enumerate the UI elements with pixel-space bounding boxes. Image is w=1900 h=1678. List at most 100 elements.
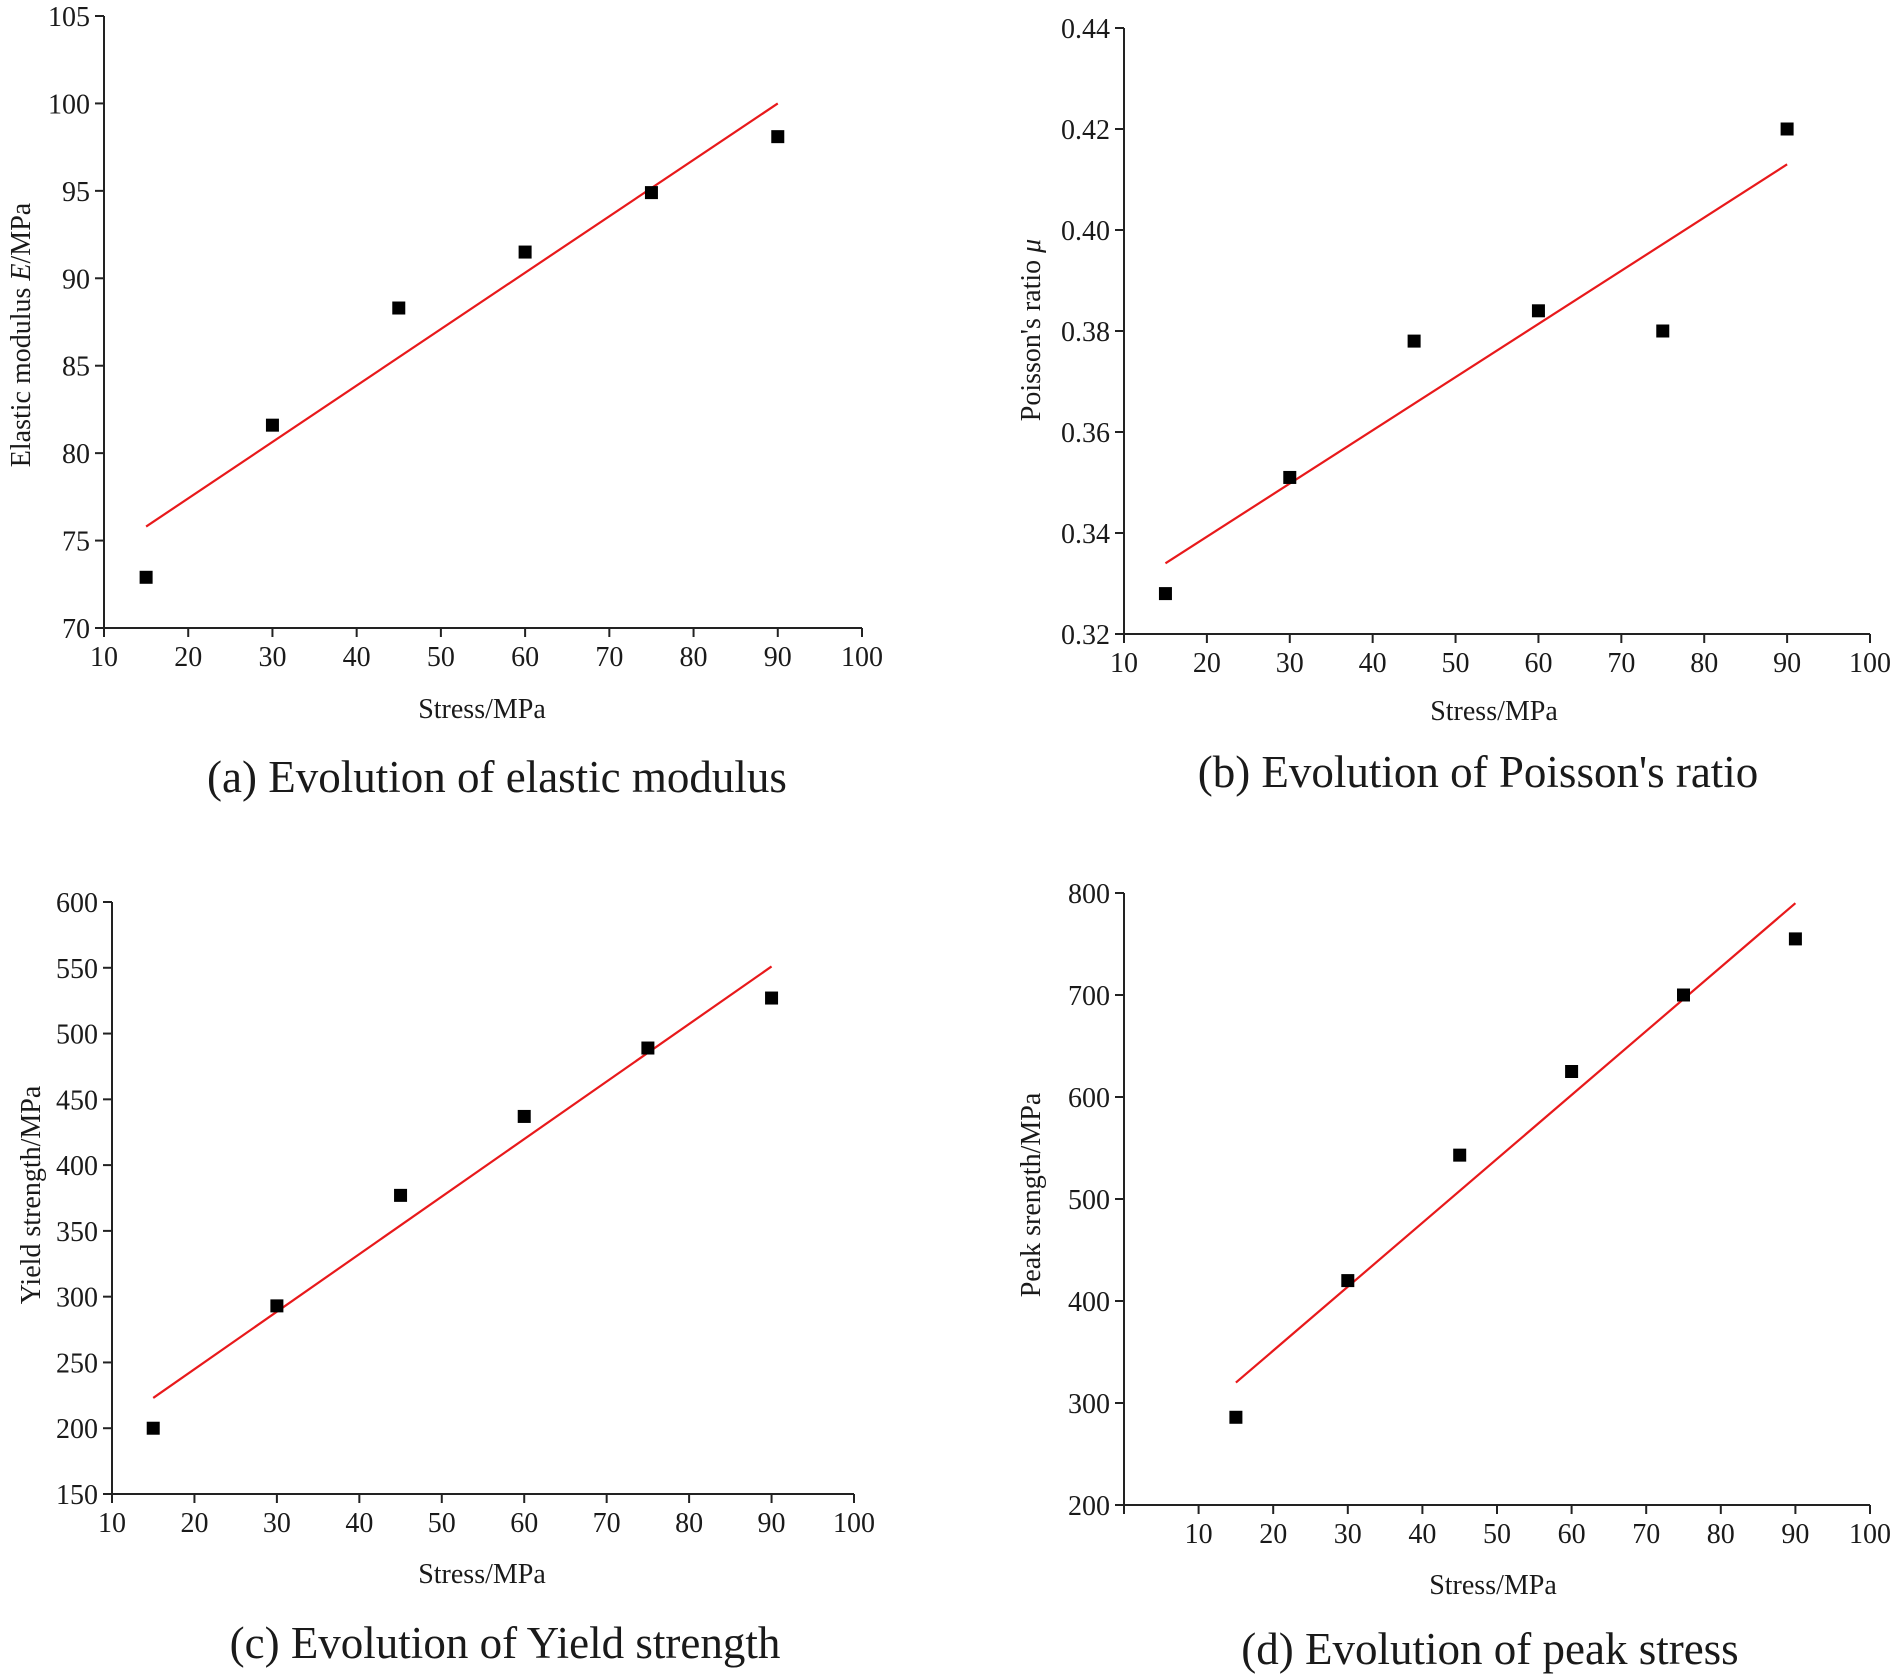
y-tick-label: 80: [62, 439, 90, 470]
x-tick-label: 50: [427, 642, 455, 673]
y-tick-label: 0.32: [1061, 620, 1110, 651]
x-tick-label: 20: [1193, 648, 1221, 679]
x-tick-label: 90: [758, 1508, 786, 1539]
data-point: [518, 245, 532, 259]
y-tick-label: 600: [1068, 1083, 1110, 1114]
x-tick-label: 20: [1259, 1519, 1287, 1550]
x-tick-label: 70: [593, 1508, 621, 1539]
panel-poissons-ratio: Stress/MPa Poisson's ratio μ (b) Evoluti…: [1016, 14, 1891, 797]
data-point: [139, 570, 153, 584]
data-point: [1565, 1065, 1579, 1078]
y-tick-label: 0.44: [1061, 14, 1110, 45]
y-axis-title: Poisson's ratio μ: [1016, 239, 1047, 421]
y-tick-label: 95: [62, 177, 90, 208]
x-tick-label: 40: [1408, 1519, 1436, 1550]
x-tick-label: 100: [833, 1508, 875, 1539]
x-tick-label: 60: [510, 1508, 538, 1539]
x-tick-label: 70: [1632, 1519, 1660, 1550]
panel-caption: (c) Evolution of Yield strength: [230, 1618, 781, 1668]
x-tick-label: 100: [1849, 648, 1891, 679]
data-point: [1788, 932, 1802, 946]
panel-caption: (a) Evolution of elastic modulus: [207, 752, 787, 802]
x-tick-label: 90: [1781, 1519, 1809, 1550]
y-tick-label: 0.40: [1061, 216, 1110, 247]
x-tick-label: 80: [680, 642, 708, 673]
y-tick-label: 70: [62, 614, 90, 645]
y-tick-label: 450: [56, 1085, 98, 1116]
y-tick-label: 100: [48, 89, 90, 120]
panel-caption: (d) Evolution of peak stress: [1241, 1624, 1738, 1674]
data-point: [1283, 470, 1297, 484]
panel-caption: (b) Evolution of Poisson's ratio: [1198, 747, 1759, 797]
y-tick-label: 300: [1068, 1389, 1110, 1420]
x-tick-label: 10: [90, 642, 118, 673]
y-tick-label: 0.38: [1061, 317, 1110, 348]
y-tick-label: 800: [1068, 879, 1110, 910]
fit-line: [1235, 902, 1797, 1384]
x-tick-label: 70: [595, 642, 623, 673]
x-tick-label: 60: [1524, 648, 1552, 679]
x-tick-label: 50: [428, 1508, 456, 1539]
y-tick-label: 0.36: [1061, 418, 1110, 449]
panel-peak-stress: Stress/MPa Peak srength/MPa (d) Evolutio…: [1016, 879, 1891, 1674]
x-tick-label: 20: [180, 1508, 208, 1539]
data-point: [1531, 304, 1545, 318]
data-point: [146, 1421, 160, 1435]
x-tick-label: 30: [263, 1508, 291, 1539]
x-tick-label: 10: [1110, 648, 1138, 679]
x-tick-label: 40: [343, 642, 371, 673]
x-tick-label: 40: [345, 1508, 373, 1539]
fit-line: [145, 102, 779, 528]
data-point: [1780, 122, 1794, 136]
y-tick-label: 75: [62, 527, 90, 558]
x-tick-label: 80: [1707, 1519, 1735, 1550]
data-point: [265, 418, 279, 432]
data-point: [1407, 334, 1421, 348]
x-axis-title: Stress/MPa: [418, 1559, 546, 1590]
x-tick-label: 10: [1185, 1519, 1213, 1550]
y-tick-label: 90: [62, 264, 90, 295]
x-tick-label: 70: [1607, 648, 1635, 679]
data-point: [644, 186, 658, 200]
fit-line: [1164, 163, 1788, 565]
y-tick-label: 350: [56, 1217, 98, 1248]
data-point: [1677, 988, 1690, 1002]
x-tick-label: 20: [174, 642, 202, 673]
x-axis-title: Stress/MPa: [1430, 696, 1558, 727]
panel-yield-strength: Stress/MPa Yield strength/MPa (c) Evolut…: [16, 888, 875, 1668]
x-tick-label: 30: [258, 642, 286, 673]
y-axis-title: Yield strength/MPa: [16, 1085, 47, 1304]
x-tick-label: 40: [1359, 648, 1387, 679]
y-tick-label: 85: [62, 352, 90, 383]
data-point: [1158, 587, 1172, 601]
x-tick-label: 60: [511, 642, 539, 673]
x-tick-label: 30: [1276, 648, 1304, 679]
y-tick-label: 400: [56, 1151, 98, 1182]
data-point: [270, 1299, 284, 1313]
x-tick-label: 80: [1690, 648, 1718, 679]
x-tick-label: 50: [1483, 1519, 1511, 1550]
fit-line: [152, 965, 773, 1399]
x-tick-label: 50: [1442, 648, 1470, 679]
y-axis-title: Peak srength/MPa: [1016, 1092, 1047, 1297]
y-tick-label: 600: [56, 888, 98, 919]
panel-elastic-modulus: Stress/MPa Elastic modulus E/MPa (a) Evo…: [6, 2, 883, 802]
y-tick-label: 105: [48, 2, 90, 33]
x-axis-title: Stress/MPa: [418, 694, 546, 725]
y-tick-label: 500: [1068, 1185, 1110, 1216]
x-tick-label: 90: [1773, 648, 1801, 679]
y-tick-label: 0.34: [1061, 519, 1110, 550]
data-point: [771, 130, 785, 144]
data-point: [765, 991, 779, 1005]
data-point: [1656, 324, 1670, 338]
data-point: [517, 1109, 531, 1123]
y-tick-label: 550: [56, 954, 98, 985]
x-tick-label: 80: [675, 1508, 703, 1539]
data-point: [394, 1188, 408, 1202]
data-point: [641, 1041, 655, 1055]
y-tick-label: 200: [56, 1414, 98, 1445]
y-tick-label: 0.42: [1061, 115, 1110, 146]
x-tick-label: 60: [1558, 1519, 1586, 1550]
y-tick-label: 300: [56, 1283, 98, 1314]
data-point: [1229, 1410, 1243, 1424]
